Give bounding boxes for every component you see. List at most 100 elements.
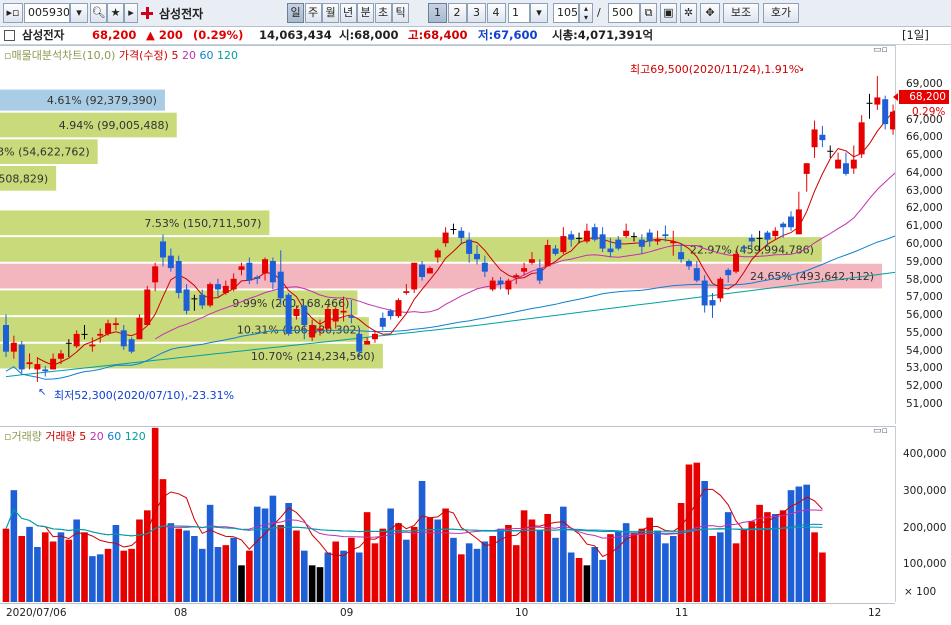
volume-bar <box>301 550 308 602</box>
volume-bar <box>654 530 661 602</box>
volume-bar <box>340 550 347 602</box>
count-input[interactable]: 105 <box>553 3 579 23</box>
interval-input[interactable]: 1 <box>508 3 530 23</box>
volume-bar <box>34 547 41 602</box>
volume-bar <box>81 532 88 602</box>
volume-bar <box>355 552 363 602</box>
volume-bar <box>316 567 324 602</box>
candle-body <box>528 259 535 263</box>
volume-bar <box>26 526 33 602</box>
volume-bar <box>740 528 748 602</box>
high-arrow-icon: ↘ <box>796 63 805 74</box>
interval-dropdown-icon[interactable]: ▾ <box>530 3 548 23</box>
candle-body <box>175 261 182 293</box>
quote-button[interactable]: 호가 <box>763 3 799 23</box>
volume-bar <box>748 521 756 602</box>
candle-body <box>568 234 575 240</box>
volume-profile-label: 4.94% (99,005,488) <box>59 119 169 132</box>
candle-body <box>646 232 653 242</box>
volume-bar <box>403 539 410 602</box>
save-icon[interactable]: ▣ <box>660 3 677 23</box>
legend-vol-ma120: 120 <box>124 430 146 443</box>
volume-bar <box>764 512 771 602</box>
add-window-icon[interactable]: ⧉ <box>640 3 657 23</box>
volume-bar <box>677 503 685 602</box>
search-icon[interactable]: 🔍︎ <box>90 3 107 23</box>
page-tab-1[interactable]: 1 <box>428 3 447 23</box>
aux-button[interactable]: 보조 <box>723 3 759 23</box>
ma5-line <box>37 110 895 366</box>
period-tab-4[interactable]: 분 <box>357 3 374 23</box>
info-change: ▲ 200 <box>146 28 183 42</box>
price-tick: 65,000 <box>906 149 943 162</box>
candle-body <box>332 309 339 322</box>
page-tab-3[interactable]: 3 <box>467 3 486 23</box>
volume-bar <box>222 545 230 602</box>
legend-ma20: 20 <box>181 49 196 62</box>
current-price-pct: 0.29% <box>912 106 946 118</box>
favorite-icon[interactable]: ★ <box>107 3 124 23</box>
candle-body <box>544 245 551 267</box>
volume-profile-bar <box>0 166 57 191</box>
volume-profile-label: 2.73% (54,622,762) <box>0 146 90 159</box>
volume-bar <box>120 550 128 602</box>
candle-body <box>434 250 441 258</box>
count-spinner-icon[interactable]: ▴ ▾ <box>579 3 593 23</box>
x-axis-label: 10 <box>515 607 529 619</box>
candle-body <box>552 248 559 254</box>
code-dropdown-icon[interactable]: ▾ <box>70 3 88 23</box>
candle-body <box>301 305 308 325</box>
candle-body <box>576 237 583 239</box>
candle-body <box>842 163 849 174</box>
info-period: [1일] <box>902 28 929 42</box>
period-tab-1[interactable]: 주 <box>304 3 322 23</box>
volume-bar <box>293 530 300 602</box>
candle-body <box>364 341 371 345</box>
pane-controls-icon[interactable]: ▭▫ <box>873 45 888 55</box>
volume-bar <box>701 481 708 602</box>
settings-icon[interactable]: ✲ <box>680 3 697 23</box>
volume-bar <box>410 526 418 602</box>
volume-bar <box>434 519 442 602</box>
page-tab-2[interactable]: 2 <box>447 3 467 23</box>
period-tab-3[interactable]: 년 <box>339 3 357 23</box>
chart-mode-icon[interactable]: ▸▫ <box>3 3 23 23</box>
period-tab-5[interactable]: 초 <box>374 3 392 23</box>
volume-bar <box>104 548 112 602</box>
candle-body <box>772 230 779 237</box>
period-tab-6[interactable]: 틱 <box>392 3 409 23</box>
candle-body <box>693 268 700 281</box>
price-tick: 58,000 <box>906 273 943 286</box>
volume-bar <box>159 479 167 602</box>
volume-bar <box>285 503 292 602</box>
period-tab-0[interactable]: 일 <box>287 3 304 23</box>
stock-code-input[interactable]: 005930 <box>24 3 70 23</box>
price-tick: 52,000 <box>906 380 943 393</box>
candle-body <box>50 358 57 370</box>
period-tab-2[interactable]: 월 <box>322 3 339 23</box>
menu-arrow-icon[interactable]: ▸ <box>124 3 138 23</box>
volume-bar <box>536 530 544 602</box>
pane-controls-icon[interactable]: ▭▫ <box>873 426 888 436</box>
volume-bar <box>724 512 732 602</box>
move-icon[interactable]: ✥ <box>700 3 720 23</box>
candle-body <box>183 289 190 311</box>
chart-canvas[interactable]: 4.61% (92,379,390) 4.94% (99,005,488) 2.73… <box>0 0 895 602</box>
volume-profile-bar <box>0 139 98 164</box>
info-open: 시:68,000 <box>339 28 399 42</box>
volume-bar <box>575 558 583 602</box>
x-axis-label: 08 <box>174 607 188 619</box>
volume-pane <box>0 426 895 602</box>
candle-body <box>167 255 174 269</box>
volume-bar <box>567 552 575 602</box>
volume-legend: ▫거래량 거래량 5 20 60 120 <box>4 428 146 444</box>
page-tab-4[interactable]: 4 <box>486 3 506 23</box>
candle-body <box>34 364 41 370</box>
volume-bar <box>638 528 646 602</box>
legend-volume-profile: 매물대분석차트(10,0) <box>11 49 116 62</box>
volume-bar <box>583 565 591 602</box>
volume-bar <box>803 484 810 602</box>
volume-bar <box>458 554 465 602</box>
volume-profile-bar <box>0 210 270 236</box>
select-checkbox[interactable] <box>4 30 15 41</box>
